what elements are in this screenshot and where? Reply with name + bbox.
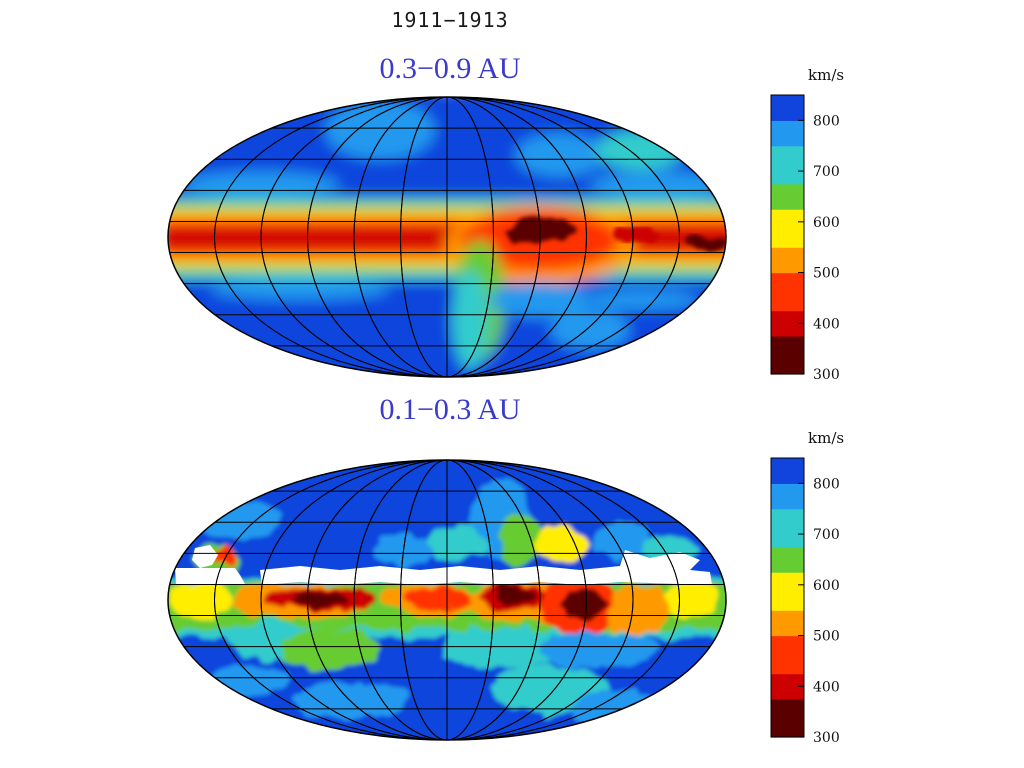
colorbar-segment <box>771 483 804 497</box>
colorbar-segment <box>771 335 804 350</box>
colorbar-tick-label: 400 <box>813 679 840 695</box>
colorbar-segment <box>771 610 804 624</box>
colorbar-unit-label: km/s <box>808 66 844 84</box>
map-outline-top <box>167 96 727 378</box>
colorbar-segment <box>771 234 804 248</box>
colorbar-segment <box>771 597 804 611</box>
colorbar-segment <box>771 622 804 637</box>
panel-bottom-label: 0.1−0.3 AU <box>379 393 521 426</box>
colorbar-segment <box>771 361 804 375</box>
colorbar-tick-label: 300 <box>813 730 840 746</box>
colorbar-segment <box>771 546 804 561</box>
heatmap-bottom <box>167 459 727 741</box>
colorbar-tick-label: 600 <box>813 215 840 231</box>
colorbar-segment <box>771 648 804 662</box>
colorbar-segment <box>771 496 804 510</box>
colorbar-segment <box>771 673 804 687</box>
colorbar-frame <box>770 94 805 375</box>
colorbar-tick-label: 700 <box>813 164 840 180</box>
colorbar-segment <box>771 508 804 523</box>
colorbar-segment <box>771 171 804 185</box>
colorbar-segment <box>771 584 804 599</box>
colorbar-segment <box>771 534 804 548</box>
colorbar-segment <box>771 259 804 274</box>
colorbar-segment <box>771 323 804 337</box>
colorbar-frame <box>770 457 805 738</box>
colorbar-segment <box>771 724 804 738</box>
colorbar-segment <box>771 272 804 286</box>
colorbar-segment <box>771 95 804 109</box>
colorbar-segment <box>771 297 804 312</box>
colorbar-bottom: 800 700 600 500 400 300 km/s <box>770 429 844 746</box>
colorbar-segment <box>771 107 804 121</box>
colorbar-tick-label: 700 <box>813 527 840 543</box>
colorbar-segment <box>771 686 804 700</box>
colorbar-segment <box>771 120 804 134</box>
colorbar-segment <box>771 635 804 649</box>
heatmap-top <box>167 96 727 378</box>
colorbar-segment <box>771 711 804 725</box>
colorbar-segment <box>771 158 804 172</box>
colorbar-segment <box>771 348 804 362</box>
panel-top-label: 0.3−0.9 AU <box>379 52 521 85</box>
colorbar-segment <box>771 572 804 586</box>
colorbar-tick-label: 500 <box>813 266 840 282</box>
colorbar-segment <box>771 183 804 198</box>
colorbar-segment <box>771 247 804 261</box>
colorbar-segment <box>771 285 804 299</box>
colorbar-tick-label: 800 <box>813 476 840 492</box>
colorbar-segment <box>771 660 804 675</box>
colorbar-segment <box>771 458 804 472</box>
colorbar-segment <box>771 133 804 147</box>
colorbar-segment <box>771 310 804 324</box>
figure-title: 1911−1913 <box>391 8 509 32</box>
colorbar-segment <box>771 221 804 236</box>
colorbar-segment <box>771 470 804 484</box>
colorbar-tick-label: 300 <box>813 367 840 383</box>
colorbar-segment <box>771 521 804 535</box>
colorbar-tick-label: 400 <box>813 316 840 332</box>
colorbar-segment <box>771 145 804 160</box>
colorbar-tick-label: 500 <box>813 629 840 645</box>
colorbar-segment <box>771 209 804 223</box>
colorbar-tick-label: 800 <box>813 113 840 129</box>
colorbar-segment <box>771 196 804 210</box>
colorbar-top: 800 700 600 500 400 300 km/s <box>770 66 844 383</box>
colorbar-unit-label: km/s <box>808 429 844 447</box>
colorbar-segment <box>771 559 804 573</box>
map-outline-bottom <box>167 459 727 741</box>
colorbar-segment <box>771 698 804 713</box>
colorbar-tick-label: 600 <box>813 578 840 594</box>
